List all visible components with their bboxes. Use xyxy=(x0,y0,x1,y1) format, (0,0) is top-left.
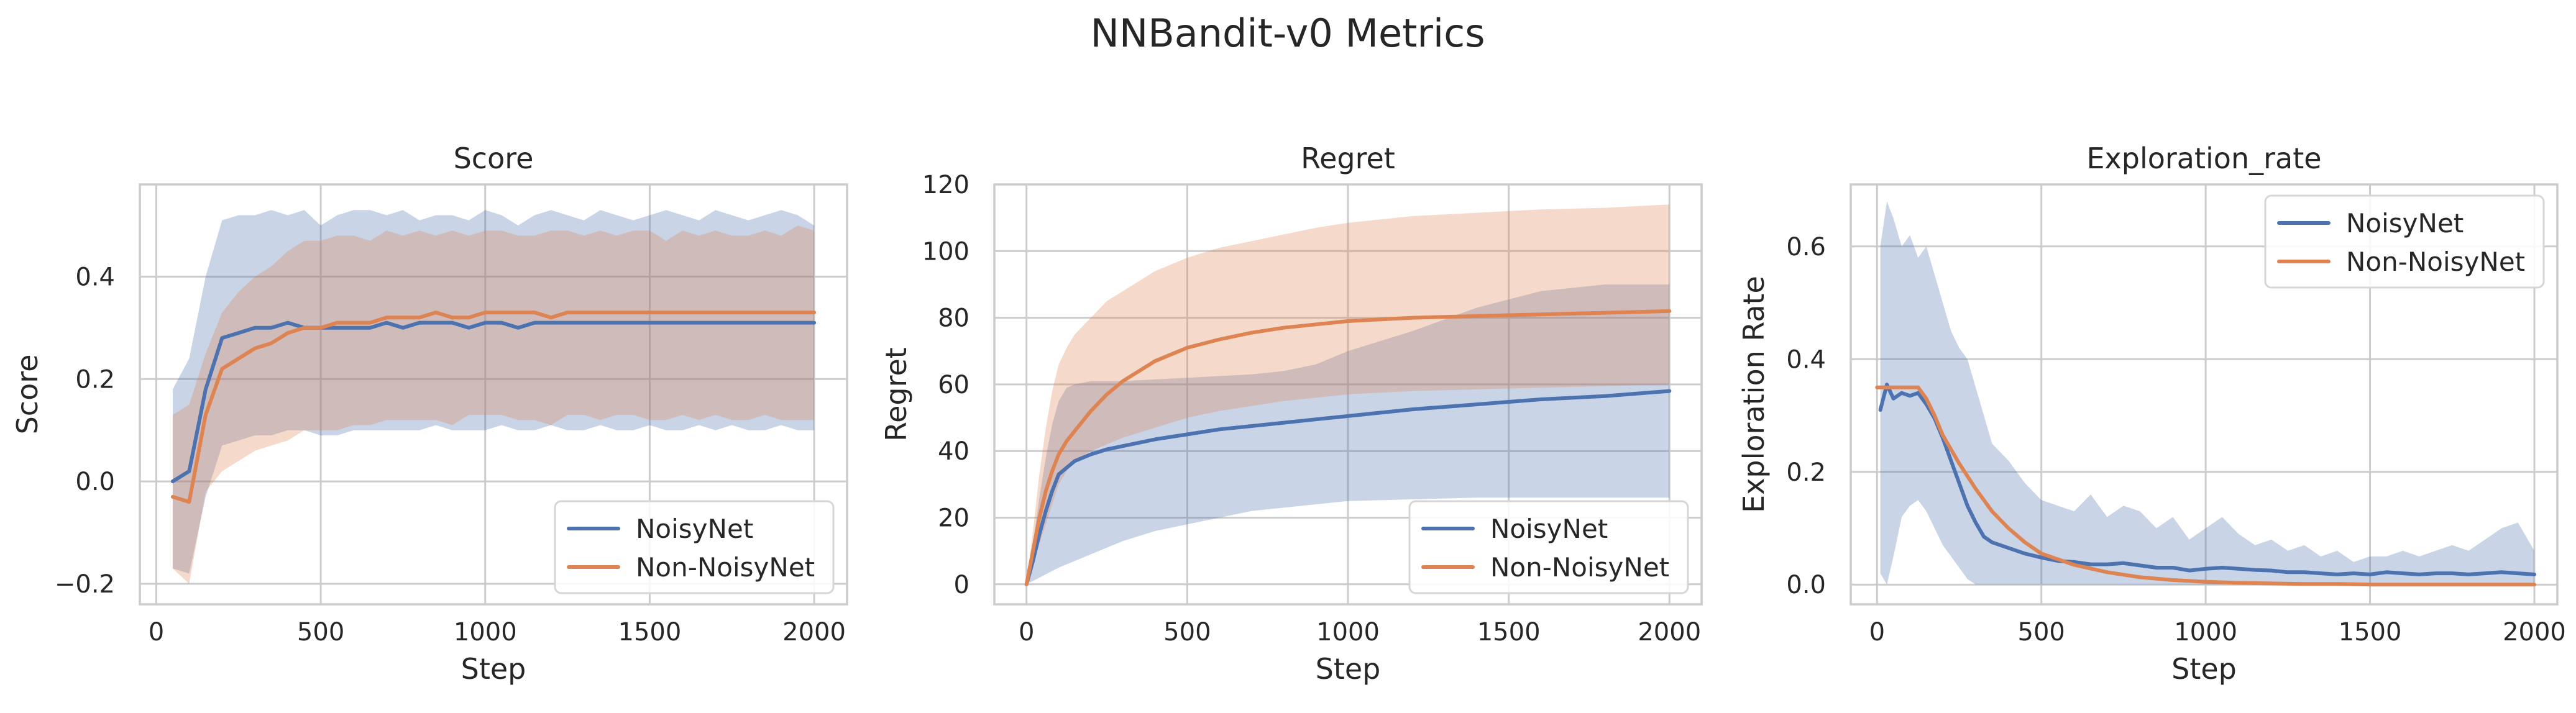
legend-frame xyxy=(1408,500,1689,594)
legend-label: NoisyNet xyxy=(2346,208,2464,238)
subplot-0: 0 500 1000 1500 2000 −0.2 0.0 0.2 0.4 Score Step Sc… xyxy=(11,142,848,686)
y-tick-label: −0.2 xyxy=(55,570,115,599)
series-line-non-noisynet xyxy=(170,311,817,504)
y-tick-label: 0.2 xyxy=(75,365,115,394)
x-tick-label: 1500 xyxy=(1477,618,1541,647)
y-tick-label: 0 xyxy=(954,571,969,599)
x-tick-label: 500 xyxy=(297,618,344,647)
series-line-noisynet xyxy=(1024,389,1672,586)
figure-title: NNBandit-v0 Metrics xyxy=(1090,11,1485,56)
axes-frame xyxy=(139,183,848,606)
y-tick-label: 0.6 xyxy=(1786,233,1826,261)
legend: NoisyNet Non-NoisyNet xyxy=(2264,194,2545,289)
series-line-non-noisynet xyxy=(1024,309,1672,586)
x-axis-label: Step xyxy=(2171,652,2237,686)
x-tick-label: 1000 xyxy=(1316,618,1380,647)
x-tick-label: 0 xyxy=(1019,618,1034,647)
legend: NoisyNet Non-NoisyNet xyxy=(1408,500,1689,594)
series-line-noisynet xyxy=(170,320,817,484)
x-tick-label: 500 xyxy=(1163,618,1211,647)
x-tick-label: 0 xyxy=(149,618,164,647)
y-tick-label: 0.4 xyxy=(75,263,115,291)
y-tick-label: 80 xyxy=(938,304,969,333)
y-tick-label: 40 xyxy=(938,437,969,466)
confidence-band-noisynet xyxy=(172,210,815,574)
y-axis-label: Score xyxy=(11,355,44,435)
x-tick-label: 2000 xyxy=(782,618,846,647)
confidence-band-noisynet xyxy=(1880,201,2534,585)
legend-label: Non-NoisyNet xyxy=(2346,247,2525,277)
x-axis-label: Step xyxy=(1316,652,1381,686)
confidence-band-noisynet xyxy=(1026,284,1670,584)
series-line-non-noisynet xyxy=(1875,385,2536,587)
legend-label: NoisyNet xyxy=(1490,514,1608,544)
subplot-title: Regret xyxy=(1301,142,1395,175)
y-tick-label: 0.4 xyxy=(1786,345,1826,374)
confidence-band-non-noisynet xyxy=(172,225,815,584)
y-tick-label: 0.0 xyxy=(1786,571,1826,599)
confidence-band-non-noisynet xyxy=(1026,204,1670,584)
x-tick-label: 2000 xyxy=(2503,618,2566,647)
x-axis-label: Step xyxy=(461,652,526,686)
subplot-2: 0 500 1000 1500 2000 0.0 0.2 0.4 0.6 Exploration_… xyxy=(1737,142,2566,686)
x-tick-label: 1500 xyxy=(2339,618,2402,647)
subplot-title: Score xyxy=(454,142,534,175)
legend-label: Non-NoisyNet xyxy=(1490,552,1669,583)
legend-frame xyxy=(2264,194,2545,289)
y-tick-label: 0.2 xyxy=(1786,458,1826,487)
y-axis-label: Regret xyxy=(879,347,913,442)
x-tick-label: 1000 xyxy=(454,618,517,647)
y-tick-label: 60 xyxy=(938,371,969,399)
y-tick-label: 120 xyxy=(922,171,969,199)
subplots: 0 500 1000 1500 2000−0.20.00.20.4ScoreStepSc… xyxy=(11,142,2566,686)
x-tick-label: 500 xyxy=(2018,618,2065,647)
axes-frame xyxy=(993,183,1703,606)
x-tick-label: 2000 xyxy=(1638,618,1701,647)
x-tick-label: 1000 xyxy=(2174,618,2237,647)
legend: NoisyNet Non-NoisyNet xyxy=(554,500,835,594)
axes-frame xyxy=(1849,183,2559,606)
y-tick-label: 20 xyxy=(938,504,969,533)
y-tick-label: 0.0 xyxy=(75,468,115,496)
x-tick-label: 1500 xyxy=(618,618,682,647)
subplot-1: 0 500 1000 1500 2000 0 20 40 60 80 100 120 Regret Ste… xyxy=(879,142,1703,686)
y-tick-label: 100 xyxy=(922,237,969,266)
legend-label: NoisyNet xyxy=(636,514,753,544)
legend-frame xyxy=(554,500,835,594)
y-axis-label: Exploration Rate xyxy=(1737,276,1771,513)
x-tick-label: 0 xyxy=(1869,618,1885,647)
subplot-title: Exploration_rate xyxy=(2086,142,2321,175)
legend-label: Non-NoisyNet xyxy=(636,552,815,583)
